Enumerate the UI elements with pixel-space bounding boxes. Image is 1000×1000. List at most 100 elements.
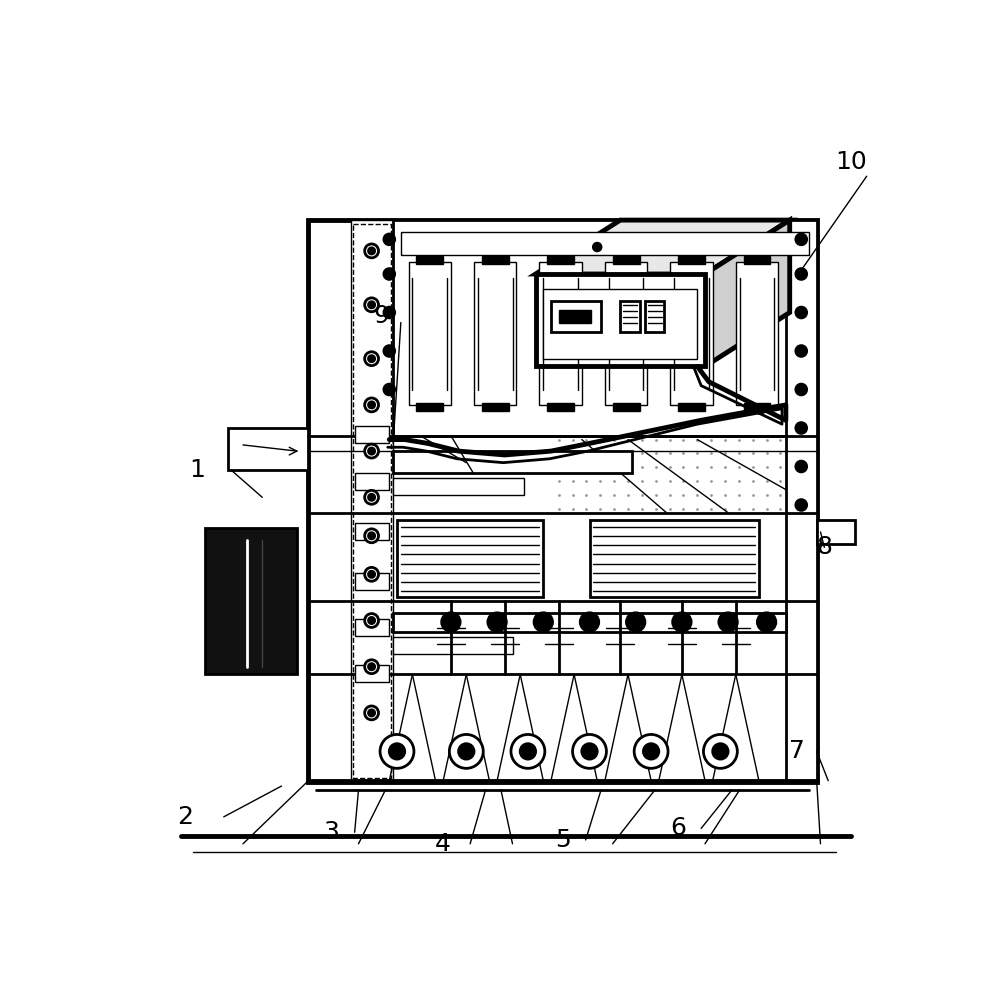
Circle shape <box>365 352 379 366</box>
Bar <box>670 262 713 405</box>
Bar <box>645 301 664 332</box>
Circle shape <box>369 448 375 454</box>
Circle shape <box>365 567 379 581</box>
Circle shape <box>796 384 807 395</box>
Text: 5: 5 <box>555 828 570 852</box>
Text: 3: 3 <box>324 820 339 844</box>
Text: 1: 1 <box>189 458 205 482</box>
Circle shape <box>442 613 460 631</box>
Bar <box>355 523 389 540</box>
Bar <box>393 220 817 436</box>
Bar <box>613 256 640 264</box>
Circle shape <box>796 269 807 279</box>
Bar <box>547 403 574 411</box>
Circle shape <box>719 613 737 631</box>
Circle shape <box>365 398 379 412</box>
Circle shape <box>384 269 395 279</box>
Circle shape <box>796 423 807 433</box>
Bar <box>678 403 705 411</box>
Circle shape <box>488 613 506 631</box>
Circle shape <box>365 706 379 720</box>
Bar <box>547 256 574 264</box>
Bar <box>559 310 591 323</box>
Bar <box>308 220 817 782</box>
Circle shape <box>369 248 375 254</box>
Circle shape <box>365 298 379 312</box>
Text: 9: 9 <box>374 304 390 328</box>
Bar <box>620 301 640 332</box>
Circle shape <box>365 244 379 258</box>
Bar <box>353 224 391 778</box>
Circle shape <box>365 614 379 627</box>
Circle shape <box>703 734 737 768</box>
Circle shape <box>365 490 379 504</box>
Bar <box>393 613 786 632</box>
Bar <box>590 520 759 597</box>
Circle shape <box>643 744 659 759</box>
Bar <box>744 403 770 411</box>
Circle shape <box>380 734 414 768</box>
Bar <box>393 637 512 654</box>
Bar <box>355 573 389 590</box>
Bar <box>678 256 705 264</box>
Circle shape <box>365 444 379 458</box>
Circle shape <box>511 734 545 768</box>
Circle shape <box>365 660 379 674</box>
Bar <box>744 256 770 264</box>
Circle shape <box>796 461 807 472</box>
Bar <box>482 256 509 264</box>
Bar <box>351 220 393 782</box>
Circle shape <box>796 307 807 318</box>
Bar <box>355 426 389 443</box>
Bar <box>355 473 389 490</box>
Bar <box>605 262 647 405</box>
Circle shape <box>384 346 395 356</box>
Circle shape <box>582 744 597 759</box>
Circle shape <box>459 744 474 759</box>
Bar <box>536 274 705 366</box>
Circle shape <box>449 734 483 768</box>
Polygon shape <box>705 220 790 366</box>
Circle shape <box>369 617 375 624</box>
Circle shape <box>369 533 375 539</box>
Circle shape <box>580 613 599 631</box>
Circle shape <box>369 402 375 408</box>
Text: 10: 10 <box>835 150 867 174</box>
Bar <box>228 428 308 470</box>
Circle shape <box>369 494 375 500</box>
Text: 2: 2 <box>177 805 193 829</box>
Text: 6: 6 <box>670 816 686 840</box>
Polygon shape <box>536 220 790 274</box>
Bar <box>397 520 543 597</box>
Bar <box>613 403 640 411</box>
Circle shape <box>369 571 375 577</box>
Circle shape <box>369 710 375 716</box>
Text: 8: 8 <box>816 535 832 559</box>
Bar <box>401 232 809 255</box>
Circle shape <box>757 613 776 631</box>
Circle shape <box>389 744 405 759</box>
Circle shape <box>384 234 395 245</box>
Bar <box>543 289 697 359</box>
Bar <box>393 451 632 473</box>
Circle shape <box>520 744 536 759</box>
Circle shape <box>796 234 807 245</box>
Circle shape <box>673 613 691 631</box>
Circle shape <box>796 346 807 356</box>
Bar <box>482 403 509 411</box>
Bar <box>474 262 516 405</box>
Circle shape <box>365 529 379 543</box>
Bar <box>551 301 601 332</box>
Circle shape <box>796 500 807 510</box>
Bar <box>817 520 855 544</box>
Bar <box>736 262 778 405</box>
Bar <box>409 262 451 405</box>
Circle shape <box>384 307 395 318</box>
Circle shape <box>626 613 645 631</box>
Circle shape <box>634 734 668 768</box>
Bar <box>786 220 817 782</box>
Bar <box>416 403 443 411</box>
Text: 7: 7 <box>789 739 805 763</box>
Circle shape <box>713 744 728 759</box>
Bar <box>355 619 389 636</box>
